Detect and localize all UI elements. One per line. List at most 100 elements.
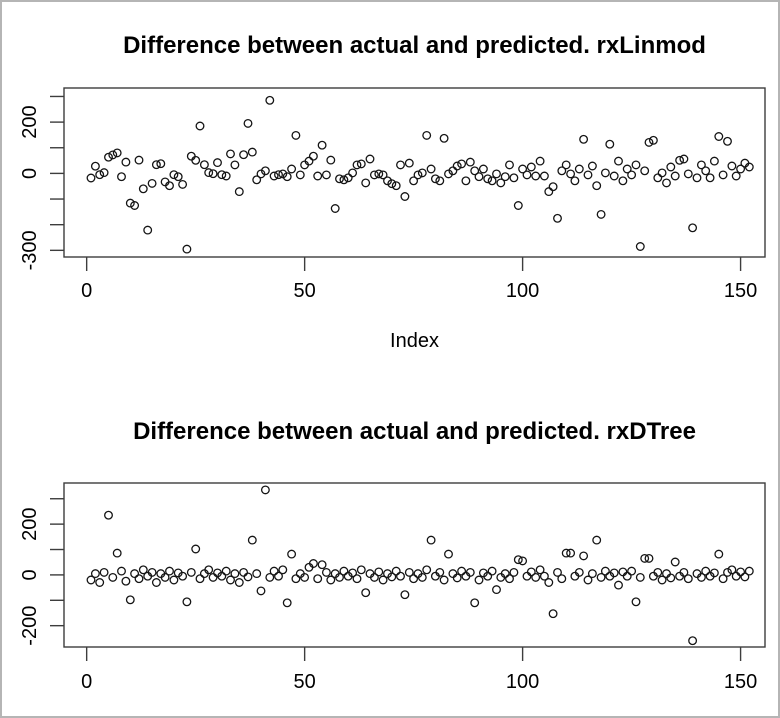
x-axis-tick-label: 100 — [506, 671, 539, 693]
data-point — [487, 176, 497, 186]
data-point — [535, 156, 545, 166]
data-point — [688, 223, 698, 233]
data-point — [548, 182, 558, 192]
data-point — [317, 560, 327, 570]
data-point — [657, 575, 667, 585]
data-point — [505, 574, 514, 584]
data-point — [618, 567, 628, 577]
data-point — [208, 572, 218, 582]
data-point — [300, 572, 310, 582]
data-point — [657, 168, 667, 178]
data-point — [535, 565, 545, 575]
data-point — [579, 134, 589, 144]
data-point — [683, 574, 693, 584]
data-point — [130, 201, 140, 210]
data-point — [631, 597, 641, 607]
data-point — [600, 566, 610, 576]
data-point — [701, 166, 711, 176]
data-point — [138, 184, 148, 194]
data-point — [470, 166, 480, 176]
data-point — [352, 574, 362, 584]
y-axis-tick-label: -300 — [19, 230, 41, 270]
data-point — [287, 549, 297, 559]
x-axis-tick-label: 50 — [294, 671, 316, 693]
data-point — [448, 569, 458, 579]
data-point — [644, 137, 654, 147]
data-point — [90, 569, 100, 579]
data-point — [714, 132, 724, 141]
data-point — [191, 544, 201, 554]
data-point — [95, 578, 105, 587]
data-point — [169, 575, 179, 585]
data-point — [352, 160, 362, 170]
panel-rxdtree: 0 50 100 150 -200 0 200 — [19, 482, 766, 693]
data-point — [226, 149, 235, 159]
data-point — [744, 162, 754, 172]
data-point — [204, 565, 214, 575]
data-point — [596, 572, 606, 582]
data-point — [483, 571, 493, 581]
data-point — [252, 569, 262, 579]
data-point — [679, 154, 689, 164]
data-point — [278, 565, 288, 575]
data-point — [90, 161, 100, 171]
data-point — [740, 572, 750, 582]
data-point — [348, 168, 358, 178]
data-point — [239, 567, 249, 577]
data-point — [378, 575, 388, 585]
data-point — [339, 175, 349, 185]
data-point — [208, 169, 218, 179]
data-point — [369, 170, 379, 180]
data-point — [117, 172, 126, 182]
data-point — [422, 565, 432, 575]
panel-rxlinmod: 0 50 100 150 -300 0 200 — [19, 87, 766, 302]
data-point — [478, 164, 488, 174]
data-point — [86, 575, 96, 585]
data-point — [125, 595, 135, 605]
data-point — [736, 164, 746, 174]
data-point — [465, 567, 475, 577]
data-point — [600, 168, 610, 178]
y-axis-tick-label: 0 — [19, 569, 41, 580]
data-point — [99, 168, 109, 178]
data-point — [243, 118, 253, 128]
data-point — [474, 575, 484, 585]
data-point — [151, 578, 161, 587]
data-point — [539, 571, 549, 581]
data-point — [662, 178, 671, 188]
data-point — [269, 566, 279, 576]
data-point — [505, 160, 514, 170]
data-point — [666, 162, 676, 172]
data-point — [308, 559, 318, 568]
data-point — [291, 130, 301, 140]
data-point — [230, 569, 240, 579]
data-point — [483, 174, 493, 184]
data-point — [513, 201, 523, 210]
data-point — [335, 572, 344, 582]
data-point — [256, 169, 266, 179]
data-point — [474, 172, 484, 182]
data-point — [169, 170, 179, 180]
data-point — [409, 176, 419, 186]
data-point — [361, 178, 371, 188]
data-point — [544, 187, 554, 197]
data-point — [509, 567, 519, 577]
data-point — [178, 179, 188, 189]
data-point — [622, 571, 632, 581]
data-point — [566, 548, 576, 558]
data-point — [653, 173, 663, 183]
data-point — [688, 636, 698, 646]
data-point — [609, 568, 619, 578]
data-point — [160, 572, 170, 582]
data-point — [234, 187, 244, 197]
data-point — [256, 586, 266, 596]
x-axis-tick-label: 50 — [294, 280, 316, 302]
x-axis-tick-label: 0 — [81, 280, 92, 302]
data-point — [330, 204, 340, 213]
x-axis-label-index: Index — [390, 330, 439, 352]
data-point — [417, 168, 427, 178]
data-point — [151, 160, 161, 170]
data-point — [683, 169, 693, 179]
data-point — [308, 151, 318, 161]
data-point — [679, 567, 689, 577]
